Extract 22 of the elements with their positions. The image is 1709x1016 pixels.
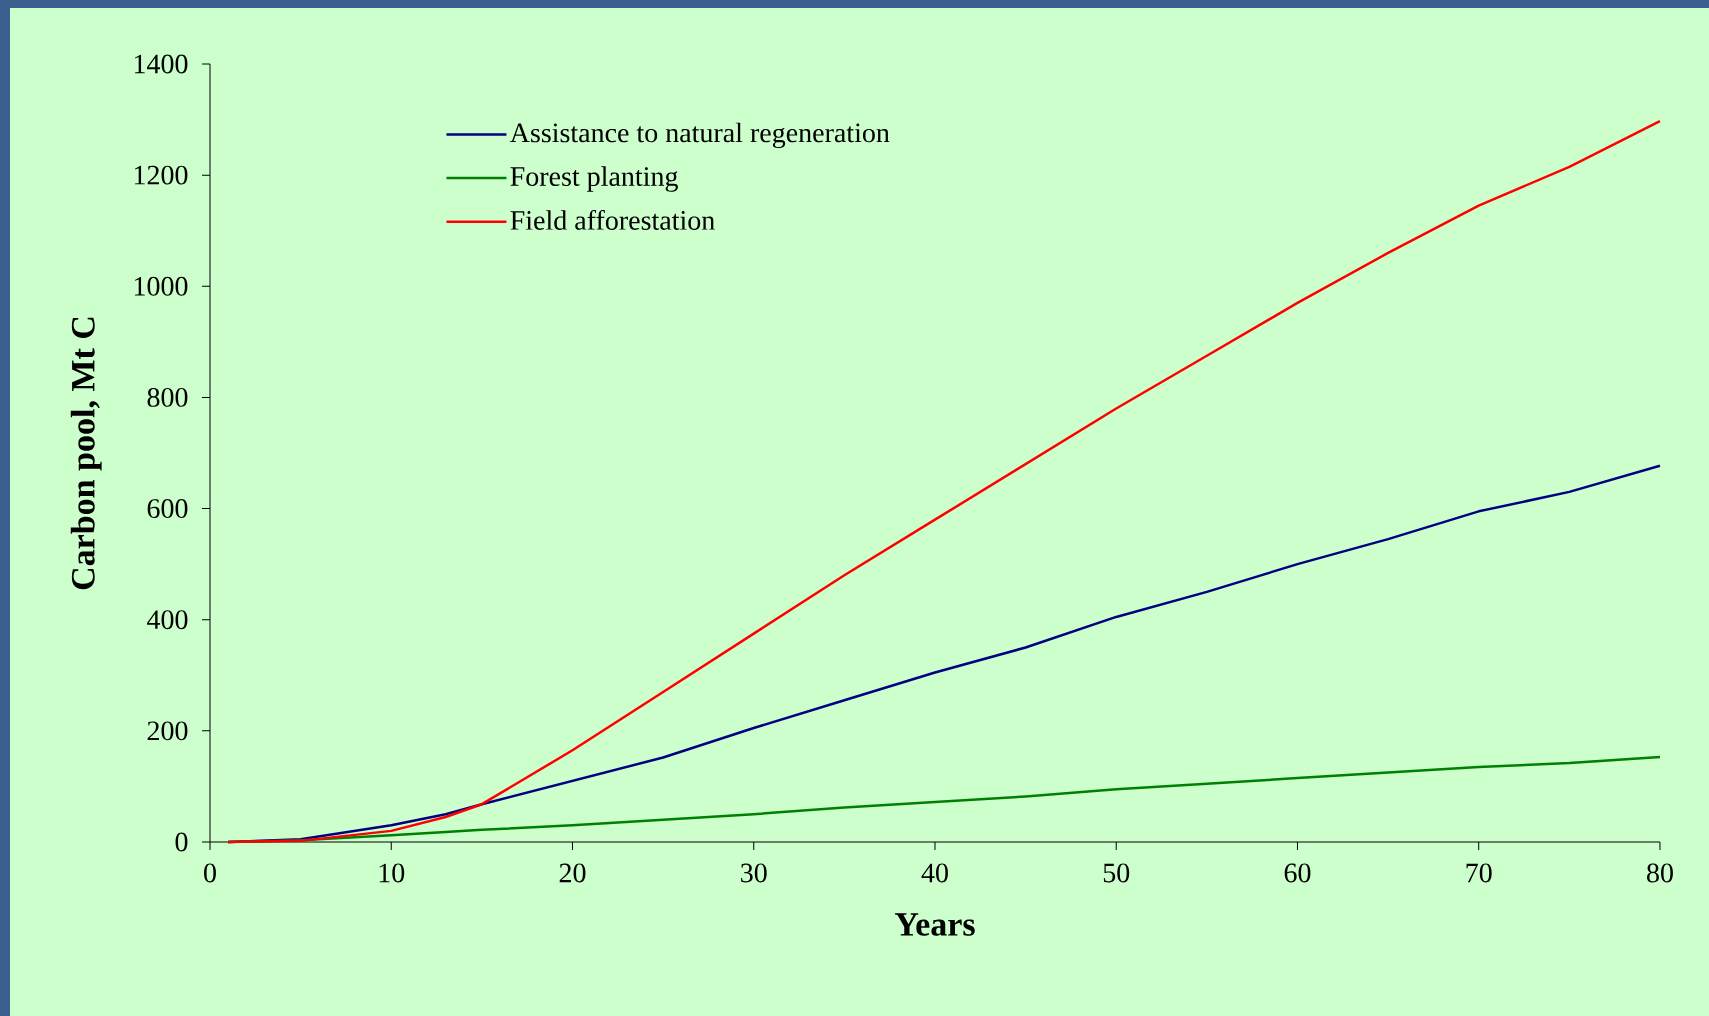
- x-tick-label: 60: [1284, 863, 1311, 883]
- x-tick-label: 80: [1647, 863, 1673, 883]
- x-tick-label: 0: [204, 863, 216, 883]
- y-tick-label: 1200: [134, 165, 188, 185]
- y-tick-label: 400: [147, 610, 188, 630]
- y-tick-label: 800: [147, 387, 188, 407]
- y-tick-label: 1000: [134, 276, 188, 296]
- y-tick-label: 1400: [134, 54, 188, 74]
- legend-label: Field afforestation: [510, 209, 715, 230]
- y-tick-label: 600: [147, 499, 188, 518]
- x-tick-label: 50: [1103, 863, 1130, 883]
- x-tick-label: 30: [741, 863, 767, 883]
- legend-label: Assistance to natural regeneration: [509, 122, 890, 149]
- y-axis-title: Carbon pool, Mt C: [70, 317, 102, 590]
- y-tick-label: 0: [175, 832, 188, 852]
- y-tick-label: 200: [147, 721, 188, 741]
- x-tick-label: 70: [1466, 863, 1492, 883]
- legend-label: Forest planting: [510, 166, 678, 192]
- x-tick-label: 20: [559, 863, 586, 883]
- x-axis-title: Years: [894, 913, 975, 936]
- x-tick-label: 10: [379, 863, 405, 883]
- x-tick-label: 40: [921, 863, 948, 883]
